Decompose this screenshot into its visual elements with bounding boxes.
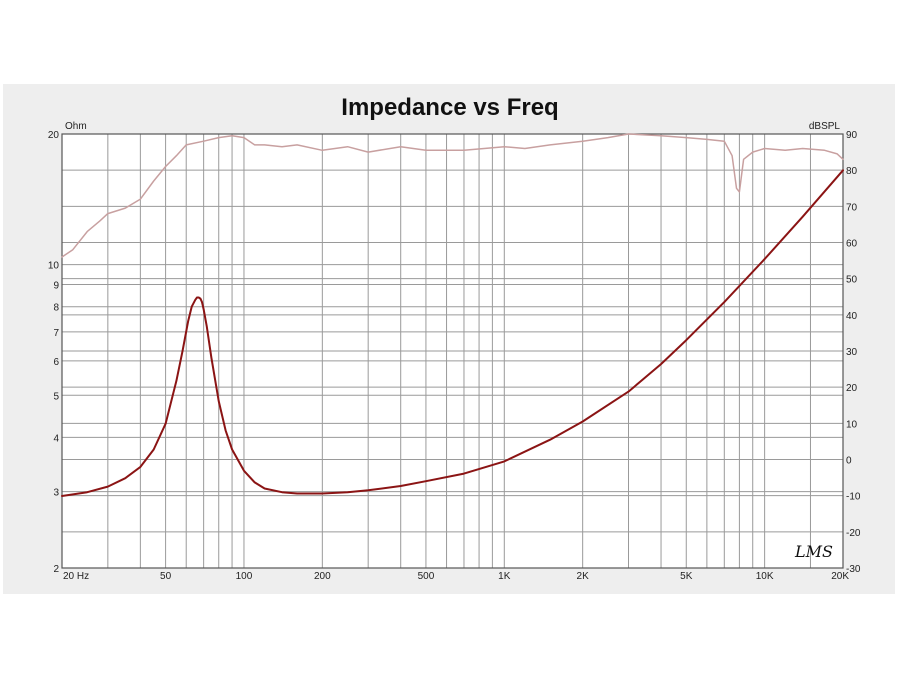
y-right-tick-label: -20: [846, 528, 861, 539]
y-left-tick-label: 5: [53, 391, 59, 402]
x-tick-label: 20 Hz: [63, 571, 89, 582]
y-right-tick-label: 60: [846, 239, 858, 250]
plot-border: [61, 133, 844, 569]
x-tick-label: 5K: [680, 571, 693, 582]
y-right-tick-label: 70: [846, 202, 858, 213]
impedance-curve: [61, 169, 844, 497]
y-right-tick-label: 20: [846, 383, 858, 394]
y-right-tick-label: -30: [846, 564, 861, 575]
y-right-tick-label: 10: [846, 419, 858, 430]
y-right-tick-label: 0: [846, 456, 852, 467]
chart-panel: Impedance vs Freq Ohm dBSPL 20 Hz 50 100 20…: [3, 84, 895, 594]
plot-area: 20 Hz 50 100 200 500 1K 2K 5K 10K 20K234567891020…: [48, 130, 861, 582]
right-axis-unit: dBSPL: [809, 121, 841, 132]
y-left-tick-label: 2: [53, 564, 59, 575]
y-right-tick-label: 80: [846, 166, 858, 177]
x-tick-label: 200: [314, 571, 331, 582]
y-left-tick-label: 7: [53, 328, 59, 339]
chart-title: Impedance vs Freq: [341, 94, 558, 121]
y-right-tick-label: -10: [846, 492, 861, 503]
impedance-chart: Impedance vs Freq Ohm dBSPL 20 Hz 50 100 20…: [48, 94, 861, 582]
y-left-tick-label: 10: [48, 261, 60, 272]
y-right-tick-label: 40: [846, 311, 858, 322]
x-tick-label: 50: [160, 571, 172, 582]
y-left-tick-label: 8: [53, 303, 59, 314]
y-right-tick-label: 90: [846, 130, 858, 141]
y-left-tick-label: 6: [53, 357, 59, 368]
x-tick-label: 1K: [498, 571, 511, 582]
spl-curve: [61, 133, 844, 258]
x-tick-label: 10K: [756, 571, 774, 582]
y-left-tick-label: 3: [53, 488, 59, 499]
x-tick-label: 2K: [577, 571, 590, 582]
y-right-tick-label: 30: [846, 347, 858, 358]
y-left-tick-label: 9: [53, 281, 59, 292]
x-tick-label: 500: [418, 571, 435, 582]
left-axis-unit: Ohm: [65, 121, 87, 132]
y-right-tick-label: 50: [846, 275, 858, 286]
y-left-tick-label: 4: [53, 433, 59, 444]
y-left-tick-label: 20: [48, 130, 60, 141]
x-tick-label: 100: [236, 571, 253, 582]
lms-signature: LMS: [794, 542, 833, 561]
x-tick-label: 20K: [831, 571, 849, 582]
